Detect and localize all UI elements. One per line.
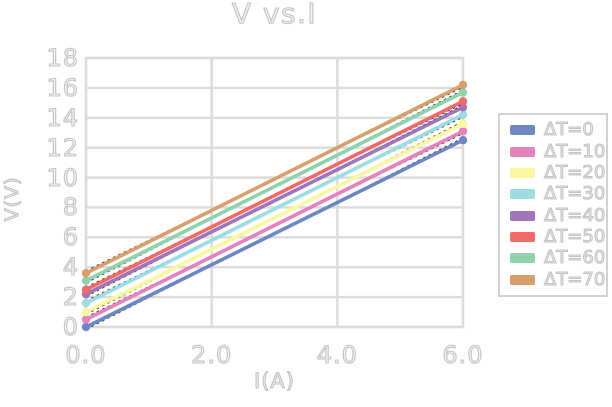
- series-marker: [458, 97, 468, 106]
- y-tick-label: 16: [46, 73, 79, 102]
- legend-swatch: [510, 167, 535, 178]
- legend-label: ΔT=50: [543, 225, 606, 247]
- legend-label: ΔT=60: [543, 247, 606, 269]
- y-tick-label: 10: [46, 163, 79, 192]
- series-marker: [81, 307, 91, 317]
- y-tick-label: 2: [62, 283, 79, 312]
- y-tick-label: 8: [62, 193, 79, 222]
- legend-label: ΔT=70: [543, 268, 606, 290]
- series-marker: [458, 88, 468, 97]
- legend-item: ΔT=60: [500, 247, 606, 269]
- legend-item: ΔT=30: [500, 183, 606, 205]
- legend-swatch: [510, 146, 535, 157]
- series-marker: [458, 110, 468, 119]
- x-tick-label: 2.0: [191, 341, 233, 369]
- legend-label: ΔT=0: [543, 119, 594, 141]
- x-tick-label: 6.0: [442, 341, 484, 369]
- series-marker: [458, 119, 468, 128]
- legend: ΔT=0 ΔT=10 ΔT=20 ΔT=30 ΔT=40 ΔT=50 ΔT=60 ΔT=70: [498, 113, 608, 297]
- series-marker: [458, 127, 468, 136]
- series-line-2: [84, 121, 465, 314]
- legend-label: ΔT=30: [543, 183, 606, 205]
- series-marker: [81, 298, 91, 308]
- legend-swatch: [510, 253, 535, 264]
- legend-swatch: [510, 125, 535, 136]
- series-marker: [458, 80, 468, 90]
- plot-border: [84, 56, 465, 329]
- legend-swatch: [510, 210, 535, 221]
- x-axis-label: I(A): [253, 368, 295, 393]
- series-line-1: [84, 129, 465, 322]
- series-marker: [81, 269, 91, 278]
- y-tick-label: 0: [62, 313, 79, 341]
- y-tick-label: 14: [46, 103, 79, 132]
- y-tick-label: 6: [62, 223, 79, 252]
- legend-item: ΔT=70: [500, 268, 606, 290]
- legend-swatch: [510, 274, 535, 285]
- legend-label: ΔT=20: [543, 161, 606, 183]
- legend-label: ΔT=10: [543, 140, 606, 162]
- legend-item: ΔT=10: [500, 140, 606, 162]
- legend-item: ΔT=40: [500, 204, 606, 226]
- series-line-5: [84, 99, 465, 292]
- legend-item: ΔT=0: [500, 119, 606, 141]
- series-marker: [81, 322, 91, 332]
- legend-item: ΔT=50: [500, 225, 606, 247]
- series-marker: [81, 285, 91, 294]
- series-line-7: [84, 83, 465, 276]
- y-tick-label: 12: [46, 133, 79, 162]
- series-marker: [458, 103, 468, 112]
- chart-title: V vs.I: [231, 0, 318, 31]
- series-line-4: [84, 105, 465, 296]
- series-marker: [458, 135, 468, 145]
- x-tick-label: 0.0: [65, 341, 107, 369]
- series-line-3: [84, 112, 465, 305]
- legend-swatch: [510, 231, 535, 242]
- series-marker: [81, 276, 91, 285]
- series-line-0: [84, 138, 465, 329]
- x-tick-label: 4.0: [316, 341, 358, 369]
- legend-item: ΔT=20: [500, 161, 606, 183]
- y-tick-label: 18: [46, 44, 79, 72]
- series-marker: [81, 315, 91, 324]
- legend-swatch: [510, 189, 535, 200]
- series-line-6: [84, 90, 465, 283]
- legend-label: ΔT=40: [543, 204, 606, 226]
- y-tick-label: 4: [62, 253, 79, 282]
